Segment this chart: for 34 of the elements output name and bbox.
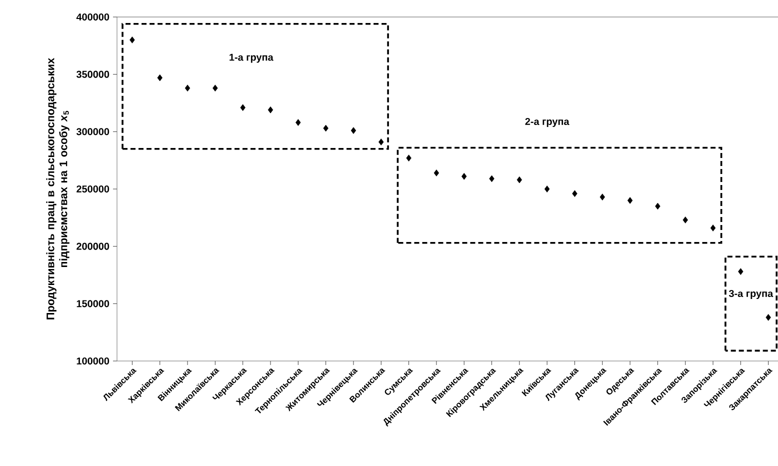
point [323, 124, 328, 132]
point [516, 176, 522, 184]
y-tick-label: 250000 [76, 185, 110, 193]
y-tick-label: 150000 [76, 300, 110, 308]
point [572, 190, 578, 197]
point [682, 216, 688, 224]
point [406, 154, 412, 162]
y-tick-label: 100000 [76, 357, 110, 365]
point [240, 104, 246, 111]
y-tick-label: 350000 [76, 70, 110, 78]
point [268, 106, 274, 114]
point [489, 175, 494, 182]
y-tick-label: 200000 [76, 242, 110, 250]
point [627, 197, 633, 204]
annotation: 2-а група [525, 118, 570, 127]
point [350, 127, 356, 134]
point [434, 170, 440, 176]
point [296, 119, 301, 126]
point [184, 84, 190, 92]
annotation: 1-а група [230, 54, 274, 63]
point [544, 186, 550, 192]
point [378, 138, 384, 146]
point [212, 84, 218, 92]
y-tick-label: 300000 [76, 128, 110, 136]
y-tick-label: 400000 [76, 13, 110, 21]
point [462, 172, 467, 180]
point [600, 194, 605, 200]
point [710, 224, 716, 232]
point [655, 202, 660, 210]
point [157, 74, 162, 82]
point [766, 314, 771, 321]
annotation: 3-а група [728, 290, 774, 299]
point [130, 36, 135, 44]
point [738, 268, 744, 275]
